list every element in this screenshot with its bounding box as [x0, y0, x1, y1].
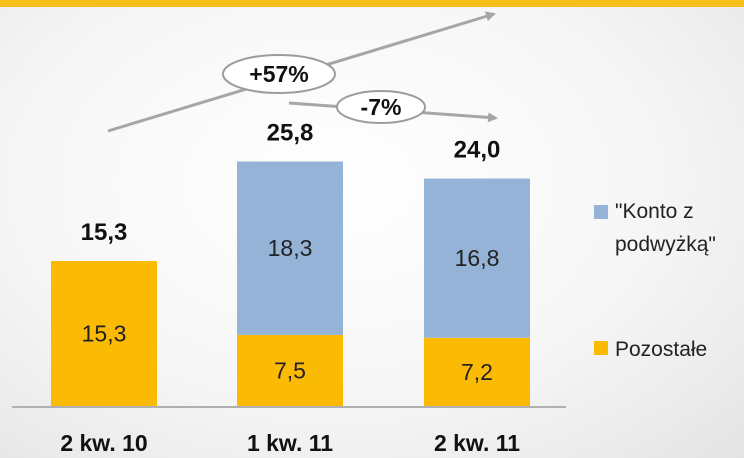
total-value-label: 24,0 [454, 137, 501, 164]
category-label: 2 kw. 11 [434, 430, 520, 456]
bar-segment-konto [424, 178, 530, 338]
segment-value-label: 7,2 [461, 359, 493, 385]
category-label: 1 kw. 11 [247, 430, 333, 456]
bar-segment-pozostale [424, 337, 530, 406]
legend-swatch-konto [594, 205, 608, 219]
segment-value-label: 15,3 [82, 321, 127, 347]
bars-group: 15,3 15,3 7,5 18,3 25,8 7,2 16,8 24,0 [51, 119, 530, 406]
segment-value-label: 18,3 [268, 235, 313, 261]
legend-label: podwyżką" [615, 233, 716, 256]
annotation-text: +57% [249, 61, 308, 87]
segment-value-label: 16,8 [455, 245, 500, 271]
total-value-label: 25,8 [267, 119, 314, 146]
bar-segment-pozostale [51, 261, 157, 406]
bar-segment-konto [237, 161, 343, 335]
legend-label: Pozostałe [615, 338, 707, 361]
legend-label: "Konto z [615, 200, 694, 223]
category-label: 2 kw. 10 [60, 430, 147, 456]
annotation-text: -7% [361, 94, 402, 120]
bar-segment-pozostale [237, 334, 343, 406]
segment-value-label: 7,5 [274, 357, 306, 383]
top-accent-bar [0, 0, 744, 7]
total-value-label: 15,3 [81, 219, 128, 246]
legend-swatch-pozostale [594, 341, 608, 355]
annotation-bubble-7: -7% [336, 90, 426, 124]
legend: "Konto z podwyżką" Pozostałe [594, 200, 716, 361]
annotation-bubble-57: +57% [222, 54, 336, 94]
